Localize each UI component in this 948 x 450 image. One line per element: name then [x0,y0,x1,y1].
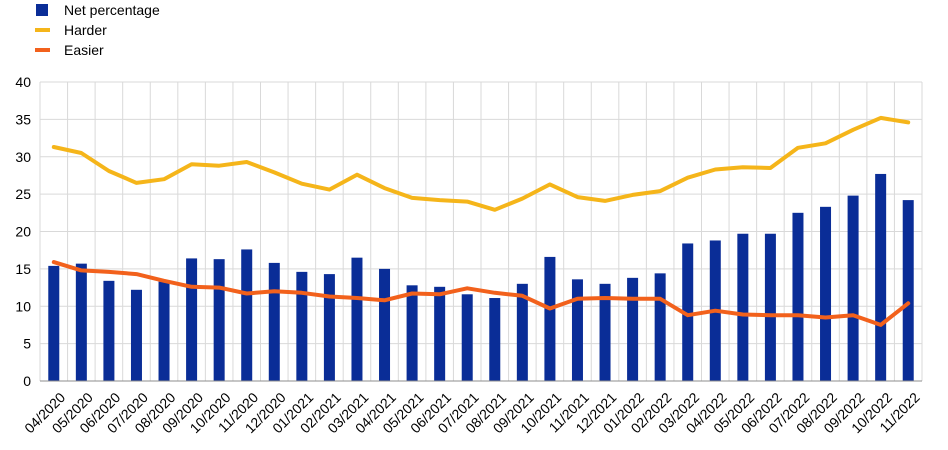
y-tick-label: 15 [15,261,31,277]
bar-02/2021 [323,274,335,381]
legend-label-net-percentage: Net percentage [64,2,160,18]
bar-01/2021 [296,271,308,381]
bar-04/2021 [379,268,391,381]
legend-label-easier: Easier [64,42,104,58]
bar-11/2021 [571,279,583,381]
bar-03/2021 [351,257,363,381]
y-tick-label: 10 [15,298,31,314]
bar-06/2020 [103,280,115,381]
legend: Net percentage Harder Easier [35,2,160,58]
bar-10/2020 [213,259,225,381]
bar-09/2020 [186,258,198,381]
bar-08/2020 [158,281,170,381]
bar-10/2021 [544,256,556,381]
line-series-easier [51,260,911,327]
bar-03/2022 [682,243,694,381]
y-tick-label: 25 [15,186,31,202]
bar-05/2021 [406,285,418,381]
bar-12/2021 [599,283,611,381]
legend-label-harder: Harder [64,22,107,38]
y-tick-label: 20 [15,224,31,240]
line-series [51,115,911,327]
bar-01/2022 [627,277,639,381]
bar-08/2022 [820,206,832,381]
x-axis-tick-labels: 04/202005/202006/202007/202008/202009/20… [21,389,923,436]
bar-02/2022 [654,273,666,381]
bar-11/2022 [902,200,914,381]
y-tick-label: 5 [23,336,31,352]
y-tick-label: 0 [23,373,31,389]
y-tick-label: 30 [15,149,31,165]
y-tick-label: 40 [15,74,31,90]
bar-06/2022 [764,233,776,381]
bar-07/2020 [130,289,142,381]
y-tick-label: 35 [15,111,31,127]
gridlines [39,81,923,381]
bar-series-net-percentage [48,173,914,381]
bar-07/2022 [792,212,804,381]
bar-09/2022 [847,195,859,381]
y-axis-tick-labels: 0 5 10 15 20 25 30 35 40 [15,74,31,389]
bar-12/2020 [268,262,280,381]
bar-08/2021 [489,298,501,381]
bar-10/2022 [875,173,887,381]
bar-09/2021 [516,283,528,381]
bar-11/2020 [241,249,253,381]
legend-swatch-net-percentage [36,4,48,16]
bar-07/2021 [461,294,473,381]
bar-05/2020 [75,263,87,381]
bar-05/2022 [737,233,749,381]
line-series-harder [51,115,911,212]
bar-04/2020 [48,265,60,381]
bar-06/2021 [434,286,446,381]
